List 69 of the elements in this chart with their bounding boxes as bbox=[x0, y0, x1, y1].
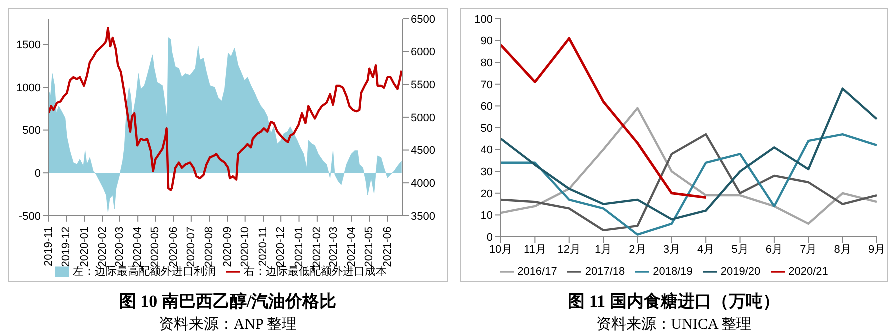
x-tick-label: 2月 bbox=[629, 244, 646, 256]
y-tick-label: 50 bbox=[480, 122, 493, 135]
x-tick-label: 7月 bbox=[800, 244, 818, 256]
x-tick-label: 2020-10 bbox=[239, 226, 252, 268]
x-tick-label: 2020-07 bbox=[185, 226, 198, 268]
y-tick-label: 10 bbox=[480, 210, 493, 222]
x-tick-label: 9月 bbox=[868, 244, 886, 256]
x-tick-label: 11月 bbox=[524, 244, 546, 256]
y2-tick-label: 3500 bbox=[411, 210, 436, 223]
y2-tick-label: 4000 bbox=[411, 178, 436, 190]
x-tick-label: 6月 bbox=[766, 244, 784, 256]
legend-label: 2019/20 bbox=[720, 266, 761, 278]
x-tick-label: 2020-09 bbox=[222, 226, 234, 268]
x-tick-label: 2021-04 bbox=[346, 226, 358, 268]
y-tick-label: 90 bbox=[480, 36, 493, 48]
y-tick-label: 60 bbox=[480, 101, 493, 114]
x-tick-label: 2020-12 bbox=[275, 226, 288, 268]
y-tick-label: 70 bbox=[480, 79, 493, 92]
y-tick-label: 100 bbox=[474, 14, 493, 26]
x-tick-label: 2019-11 bbox=[43, 226, 55, 266]
x-tick-label: 2020-03 bbox=[114, 226, 126, 268]
x-tick-label: 2020-11 bbox=[258, 226, 270, 266]
x-tick-label: 8月 bbox=[834, 244, 852, 256]
legend-label: 2016/17 bbox=[518, 266, 558, 278]
y2-tick-label: 6000 bbox=[411, 46, 436, 59]
x-tick-label: 2020-01 bbox=[78, 226, 91, 268]
text: 资料来源：UNICA 整理 bbox=[595, 316, 753, 334]
x-tick-label: 2021-05 bbox=[364, 226, 376, 268]
x-tick-label: 2021-03 bbox=[328, 226, 340, 268]
x-tick-label: 2020-02 bbox=[96, 226, 109, 268]
x-tick-label: 2019-12 bbox=[60, 226, 73, 268]
text: 资料来源：ANP 整理 bbox=[158, 316, 298, 334]
y-tick-label: 40 bbox=[480, 144, 493, 157]
line-series bbox=[500, 107, 878, 226]
legend-label: 左：边际最高配额外进口利润 bbox=[73, 266, 216, 278]
y2-tick-label: 5500 bbox=[411, 80, 436, 92]
legend-label: 2018/19 bbox=[653, 266, 693, 278]
y-tick-label: 500 bbox=[22, 125, 41, 138]
y-tick-label: 30 bbox=[480, 166, 493, 179]
x-tick-label: 12月 bbox=[558, 244, 581, 256]
x-tick-label: 2021-06 bbox=[382, 226, 394, 268]
y-tick-label: -500 bbox=[18, 210, 41, 223]
y2-tick-label: 5000 bbox=[411, 112, 436, 124]
y-tick-label: 0 bbox=[486, 232, 493, 244]
text: 图 11 国内食糖进口（万吨） bbox=[567, 291, 781, 313]
legend-label: 2020/21 bbox=[788, 266, 828, 278]
legend-label: 右：边际最低配额外进口成本 bbox=[244, 266, 387, 278]
x-tick-label: 10月 bbox=[489, 244, 513, 256]
x-tick-label: 1月 bbox=[594, 244, 612, 256]
x-tick-label: 4月 bbox=[698, 244, 715, 256]
x-tick-label: 2020-05 bbox=[150, 226, 162, 268]
y-tick-label: 0 bbox=[34, 168, 41, 180]
x-tick-label: 2021-01 bbox=[293, 226, 306, 268]
x-tick-label: 2020-06 bbox=[168, 226, 180, 268]
y-tick-label: 80 bbox=[480, 58, 493, 70]
line-series bbox=[49, 27, 403, 192]
x-tick-label: 2020-08 bbox=[204, 226, 216, 268]
line-series bbox=[500, 88, 878, 221]
y2-tick-label: 6500 bbox=[411, 14, 436, 26]
y2-tick-label: 4500 bbox=[411, 145, 436, 158]
x-tick-label: 2021-02 bbox=[311, 226, 324, 268]
legend-label: 2017/18 bbox=[585, 266, 626, 278]
y-tick-label: 1000 bbox=[16, 82, 41, 94]
y-tick-label: 1500 bbox=[16, 40, 41, 52]
line-series bbox=[500, 37, 708, 200]
x-tick-label: 3月 bbox=[663, 244, 680, 256]
text: 图 10 南巴西乙醇/汽油价格比 bbox=[118, 291, 338, 313]
y-tick-label: 20 bbox=[480, 188, 493, 200]
x-tick-label: 5月 bbox=[732, 244, 749, 256]
